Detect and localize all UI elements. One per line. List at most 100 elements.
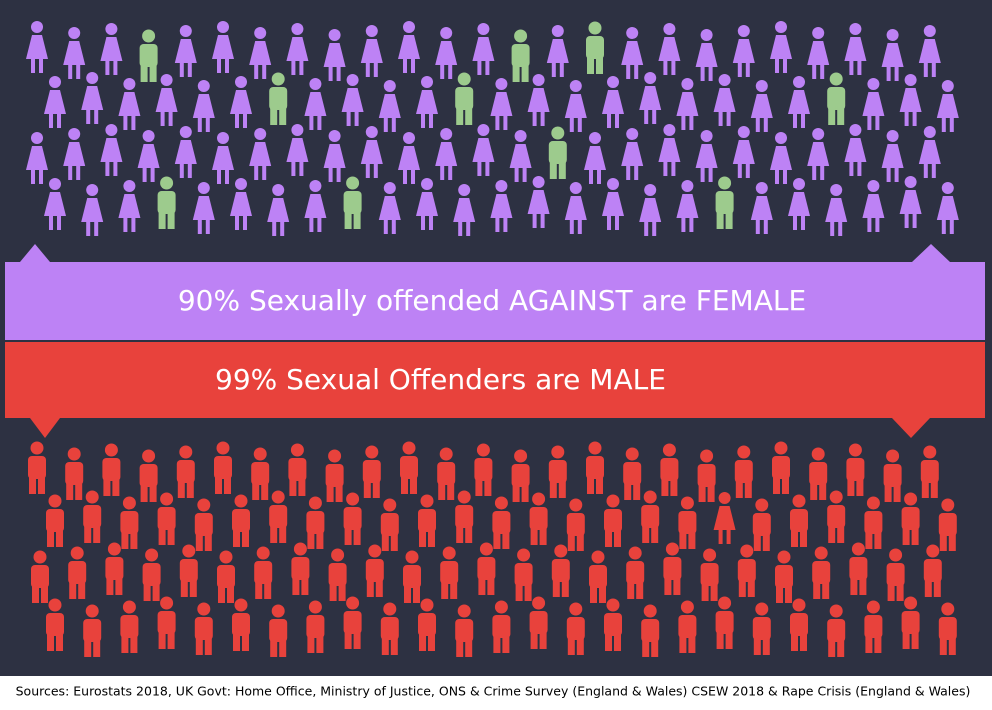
icon-body xyxy=(697,464,716,487)
icon-body xyxy=(920,460,939,483)
icon-head xyxy=(606,494,620,508)
icon-leg xyxy=(615,113,619,128)
banner-bottom-text: 99% Sexual Offenders are MALE xyxy=(215,363,666,396)
male-icon xyxy=(790,494,808,547)
icon-body xyxy=(901,507,920,530)
male-icon xyxy=(864,496,883,549)
icon-leg xyxy=(262,64,267,79)
female-icon xyxy=(639,184,662,236)
icon-leg xyxy=(413,584,420,603)
icon-head xyxy=(105,23,118,35)
female-icon xyxy=(81,72,104,124)
icon-head xyxy=(755,182,768,194)
icon-leg xyxy=(902,526,910,545)
icon-body xyxy=(343,191,362,214)
icon-body xyxy=(548,460,567,483)
icon-head xyxy=(551,25,564,37)
icon-leg xyxy=(39,58,43,73)
icon-leg xyxy=(68,165,73,180)
icon-dress xyxy=(732,140,755,164)
male-icon xyxy=(901,596,920,649)
icon-body xyxy=(28,456,46,479)
icon-dress xyxy=(602,90,624,114)
icon-leg xyxy=(725,210,733,229)
icon-leg xyxy=(753,636,761,655)
icon-leg xyxy=(521,63,529,82)
icon-head xyxy=(829,72,843,86)
icon-dress xyxy=(304,194,327,218)
icon-leg xyxy=(270,524,278,543)
icon-head xyxy=(829,604,843,618)
icon-leg xyxy=(410,475,417,494)
icon-head xyxy=(179,25,192,37)
icon-head xyxy=(142,29,156,43)
icon-body xyxy=(678,511,697,534)
icon-head xyxy=(291,124,304,136)
female-icon xyxy=(713,74,736,126)
icon-leg xyxy=(204,532,212,551)
icon-body xyxy=(734,460,753,483)
icon-body xyxy=(604,509,622,532)
icon-head xyxy=(551,445,565,459)
icon-leg xyxy=(326,483,334,502)
female-icon xyxy=(732,126,755,178)
icon-leg xyxy=(755,219,760,234)
icon-body xyxy=(660,458,679,481)
icon-dress xyxy=(862,194,885,218)
icon-dress xyxy=(398,146,420,170)
icon-leg xyxy=(887,582,895,601)
icon-leg xyxy=(948,532,956,551)
icon-leg xyxy=(857,60,862,75)
icon-dress xyxy=(658,37,681,61)
icon-leg xyxy=(726,111,731,126)
female-icon xyxy=(192,182,215,234)
icon-leg xyxy=(503,217,508,232)
icon-dress xyxy=(323,43,346,67)
icon-head xyxy=(532,596,546,610)
female-icon xyxy=(398,132,420,184)
icon-leg xyxy=(847,477,855,496)
icon-leg xyxy=(47,528,54,547)
icon-dress xyxy=(81,86,104,110)
icon-head xyxy=(160,596,174,610)
icon-leg xyxy=(307,530,315,549)
icon-leg xyxy=(587,475,594,494)
icon-head xyxy=(495,180,508,192)
icon-dress xyxy=(881,43,904,67)
female-icon xyxy=(286,23,309,75)
icon-head xyxy=(293,542,307,556)
icon-dress xyxy=(323,144,346,168)
icon-body xyxy=(232,509,250,532)
icon-leg xyxy=(187,163,192,178)
icon-leg xyxy=(484,477,492,496)
icon-leg xyxy=(688,634,696,653)
female-icon xyxy=(230,178,252,230)
icon-body xyxy=(31,565,49,588)
icon-body xyxy=(380,617,399,640)
icon-leg xyxy=(819,481,827,500)
icon-head xyxy=(271,604,285,618)
icon-leg xyxy=(558,479,566,498)
icon-leg xyxy=(373,62,378,77)
icon-head xyxy=(793,76,805,88)
icon-head xyxy=(271,490,285,504)
icon-leg xyxy=(912,111,917,126)
female-icon xyxy=(918,126,941,178)
male-icon xyxy=(179,544,198,597)
icon-dress xyxy=(770,146,792,170)
icon-leg xyxy=(123,217,128,232)
icon-leg xyxy=(475,477,483,496)
icon-leg xyxy=(801,113,805,128)
male-icon xyxy=(46,494,64,547)
icon-leg xyxy=(336,66,341,81)
icon-leg xyxy=(86,221,91,236)
icon-body xyxy=(938,513,957,536)
icon-leg xyxy=(837,106,845,125)
female-icon xyxy=(360,25,383,77)
icon-body xyxy=(343,611,362,634)
icon-head xyxy=(514,449,528,463)
icon-leg xyxy=(708,167,713,182)
female-icon xyxy=(81,184,104,236)
icon-head xyxy=(792,494,806,508)
icon-leg xyxy=(652,109,657,124)
